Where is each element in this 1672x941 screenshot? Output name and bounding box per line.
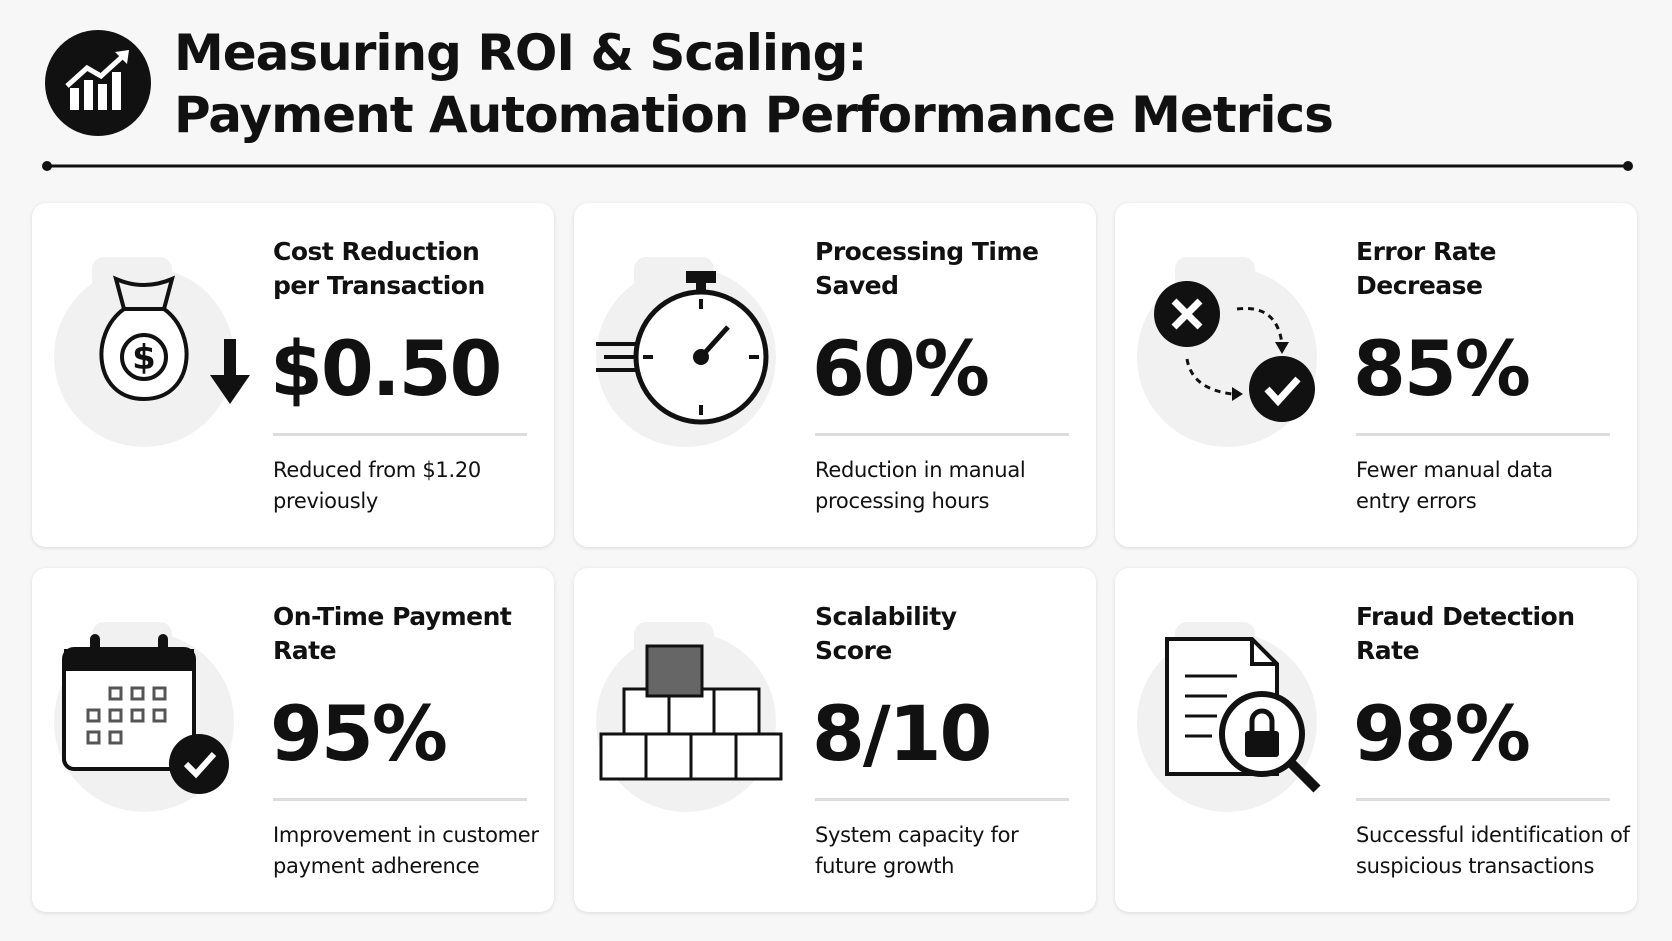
title: Payment Automation Performance Metrics	[174, 86, 1334, 144]
card-title-line: Fraud Detection	[1356, 602, 1575, 631]
metric-value: 60%	[812, 324, 990, 413]
card-title: Processing Time Saved	[815, 235, 1039, 303]
card-description: Reduction in manual processing hours	[815, 455, 1026, 517]
metric-value: 98%	[1353, 689, 1531, 778]
header-icon	[45, 30, 151, 136]
card-title-line: Cost Reduction	[273, 237, 480, 266]
description-line: suspicious transactions	[1356, 854, 1595, 878]
description-line: future growth	[815, 854, 955, 878]
divider	[815, 798, 1069, 801]
metric-icon	[54, 622, 234, 812]
metric-icon	[596, 257, 776, 447]
metric-card: On-Time Payment Rate 95% Improvement in cus…	[32, 568, 554, 912]
description-line: Improvement in customer	[273, 823, 539, 847]
card-title: Fraud Detection Rate	[1356, 600, 1575, 668]
card-title: Cost Reduction per Transaction	[273, 235, 485, 303]
divider	[1356, 798, 1610, 801]
svg-text:$: $	[132, 338, 156, 378]
card-description: System capacity for future growth	[815, 820, 1019, 882]
description-line: Fewer manual data	[1356, 458, 1553, 482]
metric-card: $ Cost Reduction per Transaction $0.50 Reduc…	[32, 203, 554, 547]
divider	[815, 433, 1069, 436]
metric-icon	[1137, 622, 1321, 812]
description-line: previously	[273, 489, 379, 513]
card-title-line: per Transaction	[273, 271, 485, 300]
card-title-line: Error Rate	[1356, 237, 1496, 266]
description-line: Reduction in manual	[815, 458, 1026, 482]
card-description: Fewer manual data entry errors	[1356, 455, 1553, 517]
metric-value: $0.50	[270, 324, 502, 413]
divider	[1356, 433, 1610, 436]
title: Measuring ROI & Scaling:	[174, 24, 867, 82]
card-title: Scalability Score	[815, 600, 957, 668]
metric-card: Scalability Score 8/10 System capacity for f…	[574, 568, 1096, 912]
description-line: System capacity for	[815, 823, 1019, 847]
header-rule	[42, 161, 1633, 171]
metric-icon: $	[54, 257, 250, 447]
card-description: Successful identification of suspicious t…	[1356, 820, 1630, 882]
description-line: Reduced from $1.20	[273, 458, 481, 482]
metric-card: Processing Time Saved 60% Reduction in manu…	[574, 203, 1096, 547]
metric-value: 95%	[270, 689, 448, 778]
card-title-line: Processing Time	[815, 237, 1039, 266]
divider	[273, 798, 527, 801]
divider	[273, 433, 527, 436]
card-title-line: Saved	[815, 271, 899, 300]
metric-value: 85%	[1353, 324, 1531, 413]
description-line: Successful identification of	[1356, 823, 1630, 847]
metric-card: Error Rate Decrease 85% Fewer manual data en…	[1115, 203, 1637, 547]
description-line: payment adherence	[273, 854, 480, 878]
card-title-line: Decrease	[1356, 271, 1483, 300]
description-line: processing hours	[815, 489, 990, 513]
card-title-line: Score	[815, 636, 892, 665]
card-title: On-Time Payment Rate	[273, 600, 512, 668]
metric-card: Fraud Detection Rate 98% Successful identif…	[1115, 568, 1637, 912]
card-title-line: Scalability	[815, 602, 957, 631]
card-title-line: Rate	[1356, 636, 1420, 665]
card-description: Reduced from $1.20 previously	[273, 455, 481, 517]
card-title-line: On-Time Payment	[273, 602, 512, 631]
card-description: Improvement in customer payment adherence	[273, 820, 539, 882]
description-line: entry errors	[1356, 489, 1477, 513]
metric-icon	[1137, 257, 1317, 447]
card-title: Error Rate Decrease	[1356, 235, 1496, 303]
card-title-line: Rate	[273, 636, 337, 665]
metric-value: 8/10	[812, 689, 992, 778]
metric-icon	[596, 622, 783, 812]
